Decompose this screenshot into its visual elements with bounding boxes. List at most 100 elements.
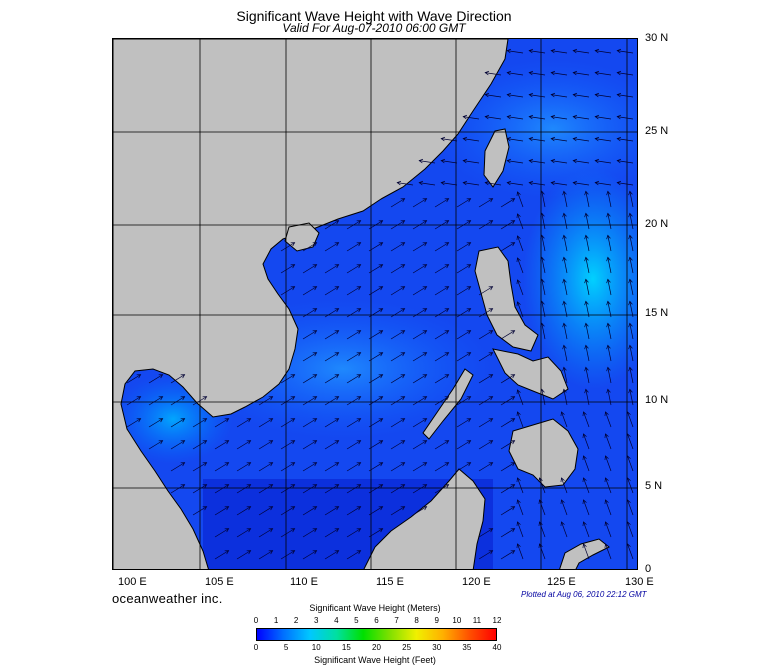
wave-arrow-head (510, 198, 516, 203)
wave-arrow (629, 191, 634, 208)
wave-arrow (517, 235, 524, 252)
wave-arrow (607, 257, 612, 274)
wave-arrow-head (628, 322, 633, 328)
wave-arrow (412, 220, 427, 230)
wave-arrow-head (628, 344, 633, 350)
wave-arrow-head (528, 136, 534, 142)
wave-arrow (573, 94, 590, 98)
wave-arrow (583, 455, 590, 472)
wave-arrow-head (562, 344, 567, 350)
wave-arrow (617, 116, 634, 120)
wave-arrow (302, 396, 317, 406)
wave-arrow (563, 213, 568, 230)
wave-arrow (412, 462, 427, 472)
wave-arrow (280, 242, 295, 252)
wave-arrow-head (510, 484, 516, 489)
wave-arrow (368, 286, 383, 296)
wave-arrow-head (584, 190, 589, 196)
wave-arrow (541, 213, 546, 230)
wave-arrow-head (484, 92, 490, 98)
wave-arrow-head (604, 499, 609, 504)
wave-arrow-head (604, 433, 609, 438)
wave-arrow (478, 220, 493, 230)
wave-arrow-head (466, 396, 472, 401)
wave-arrow (617, 160, 634, 164)
wave-arrow-head (356, 550, 362, 555)
wave-arrow-head (224, 462, 230, 467)
wave-arrow (324, 484, 339, 494)
wave-arrow-head (584, 234, 589, 240)
wave-arrow (478, 528, 493, 538)
lat-label-5n: 5 N (645, 480, 663, 492)
wave-arrow-head (506, 180, 512, 186)
wave-arrow (412, 440, 427, 450)
wave-arrow (529, 72, 546, 76)
wave-arrow (390, 374, 405, 384)
wave-arrow (346, 484, 361, 494)
wave-arrow (346, 396, 361, 406)
wave-arrow-head (356, 462, 362, 467)
wave-arrow-head (356, 286, 362, 291)
wave-arrow (346, 462, 361, 472)
wave-arrow-head (444, 198, 450, 203)
wave-arrow-head (246, 418, 252, 423)
wave-arrow-head (506, 114, 512, 120)
wave-arrow-head (356, 374, 362, 379)
wave-arrow (605, 433, 612, 450)
colorbar-feet-tick: 0 (253, 643, 259, 652)
wave-arrow (595, 160, 612, 164)
wave-arrow (434, 330, 449, 340)
wave-arrow (324, 242, 339, 252)
wave-arrow (390, 418, 405, 428)
wave-arrow-head (290, 484, 296, 489)
wave-arrow-head (516, 257, 521, 262)
wave-arrow (500, 528, 515, 538)
wave-arrow (280, 550, 295, 560)
wave-arrow (507, 72, 524, 76)
wave-arrow-head (616, 158, 622, 164)
wave-arrow (412, 506, 427, 516)
wave-arrow-head (400, 198, 406, 203)
wave-arrow-head (444, 286, 450, 291)
wave-arrow (563, 345, 568, 362)
wave-arrow-head (594, 48, 600, 54)
colorbar-feet-tick: 10 (311, 643, 321, 652)
wave-arrow-head (488, 396, 494, 401)
wave-arrow (629, 235, 634, 252)
wave-arrow (192, 440, 207, 450)
colorbar-meters-tick: 11 (472, 616, 482, 625)
wave-arrow-head (246, 462, 252, 467)
wave-arrow (126, 396, 141, 406)
lat-label-20n: 20 N (645, 218, 669, 230)
wave-arrow-head (418, 180, 424, 186)
wave-arrow (563, 191, 568, 208)
wave-arrow-head (356, 308, 362, 313)
wave-arrow-head (378, 308, 384, 313)
wave-arrow-head (466, 264, 472, 269)
wave-arrow (517, 301, 524, 318)
wave-arrow (595, 116, 612, 120)
wave-arrow-head (510, 242, 516, 247)
colorbar-feet-tick: 20 (372, 643, 381, 652)
wave-arrow-head (488, 418, 494, 423)
wave-arrow (456, 308, 471, 318)
wave-arrow-head (312, 286, 318, 291)
wave-arrow-head (334, 528, 340, 533)
colorbar-meters-tick: 2 (293, 616, 299, 625)
wave-arrow (563, 257, 568, 274)
wave-arrow-head (540, 278, 545, 284)
wave-arrow (324, 264, 339, 274)
wave-arrow-head (224, 440, 230, 445)
wave-arrow (346, 264, 361, 274)
wave-arrow (507, 182, 524, 186)
wave-arrow (434, 220, 449, 230)
wave-arrow-head (466, 286, 472, 291)
wave-arrow-head (356, 506, 362, 511)
wave-arrow (563, 301, 568, 318)
wave-arrow (280, 286, 295, 296)
wave-arrow-head (616, 114, 622, 120)
wave-arrow (541, 257, 546, 274)
wave-arrow-head (290, 242, 296, 247)
wave-arrow (434, 440, 449, 450)
wave-arrow-head (616, 70, 622, 76)
